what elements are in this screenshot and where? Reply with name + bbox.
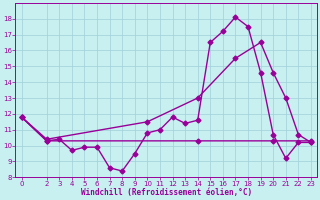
X-axis label: Windchill (Refroidissement éolien,°C): Windchill (Refroidissement éolien,°C) (81, 188, 252, 197)
